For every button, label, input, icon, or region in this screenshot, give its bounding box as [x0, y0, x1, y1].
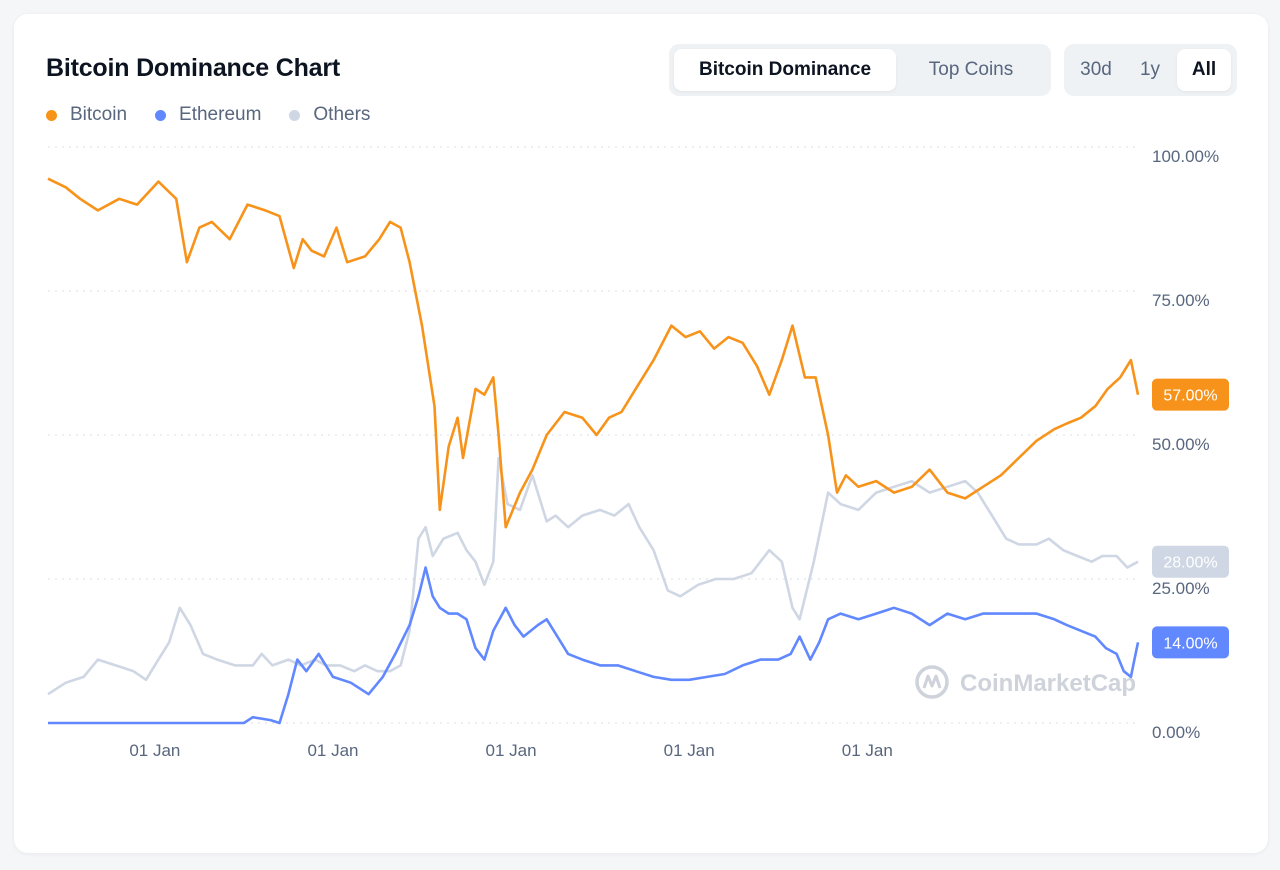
badge-background — [1152, 545, 1229, 578]
series-line-ethereum[interactable] — [48, 566, 1140, 725]
legend-dot-ethereum — [155, 109, 167, 121]
coinmarketcap-logo-icon — [915, 665, 949, 699]
x-axis: 01 Jan 01 Jan 01 Jan 01 Jan 01 Jan — [129, 741, 892, 760]
legend-item-bitcoin[interactable]: Bitcoin — [46, 104, 127, 126]
legend-label-ethereum: Ethereum — [179, 104, 262, 125]
coinmarketcap-logo-mark — [922, 674, 942, 689]
y-tick-label: 100.00% — [1152, 147, 1219, 166]
x-tick-label: 01 Jan — [842, 741, 893, 760]
y-tick-label: 25.00% — [1152, 579, 1210, 598]
tab-top-coins[interactable]: Top Coins — [928, 59, 1014, 80]
chart-series — [47, 177, 1140, 725]
watermark-text: CoinMarketCap — [960, 670, 1136, 697]
x-tick-label: 01 Jan — [486, 741, 537, 760]
x-tick-label: 01 Jan — [307, 741, 358, 760]
range-1y-button[interactable]: 1y — [1139, 59, 1161, 80]
tab-bitcoin-dominance[interactable]: Bitcoin Dominance — [674, 49, 897, 91]
series-line-others[interactable] — [47, 456, 1139, 696]
last-value-badges: 57.00% 14.00% 28.00% — [1152, 378, 1229, 659]
badge-value: 14.00% — [1163, 635, 1217, 652]
last-value-badge-ethereum: 14.00% — [1152, 626, 1229, 659]
series-line-bitcoin[interactable] — [47, 177, 1140, 529]
last-value-badge-others: 28.00% — [1152, 545, 1229, 578]
y-tick-label: 75.00% — [1152, 291, 1210, 310]
range-30d-button[interactable]: 30d — [1080, 59, 1112, 80]
chart-grid — [48, 146, 1138, 724]
y-tick-label: 0.00% — [1152, 723, 1200, 742]
chart-card: Bitcoin Dominance Chart Bitcoin Ethereum… — [14, 14, 1268, 853]
legend-dot-others — [289, 109, 301, 121]
range-toggle: 30d 1y All — [1064, 44, 1237, 96]
legend-item-ethereum[interactable]: Ethereum — [155, 104, 261, 126]
badge-background — [1152, 378, 1229, 411]
badge-value: 57.00% — [1163, 388, 1217, 405]
x-tick-label: 01 Jan — [129, 741, 180, 760]
y-axis: 100.00% 75.00% 50.00% 25.00% 0.00% — [1152, 147, 1219, 742]
chart-legend: Bitcoin Ethereum Others — [46, 104, 370, 126]
x-tick-label: 01 Jan — [664, 741, 715, 760]
page-title: Bitcoin Dominance Chart — [46, 54, 341, 82]
range-all-button[interactable]: All — [1177, 49, 1231, 91]
legend-item-others[interactable]: Others — [289, 104, 370, 126]
view-toggle: Bitcoin Dominance Top Coins — [669, 44, 1051, 96]
badge-value: 28.00% — [1163, 555, 1217, 572]
legend-label-others: Others — [313, 104, 371, 125]
legend-dot-bitcoin — [46, 109, 57, 121]
badge-background — [1152, 626, 1229, 659]
last-value-badge-bitcoin: 57.00% — [1152, 378, 1229, 411]
coinmarketcap-watermark: CoinMarketCap — [915, 665, 1136, 699]
legend-label-bitcoin: Bitcoin — [70, 104, 128, 125]
y-tick-label: 50.00% — [1152, 435, 1210, 454]
